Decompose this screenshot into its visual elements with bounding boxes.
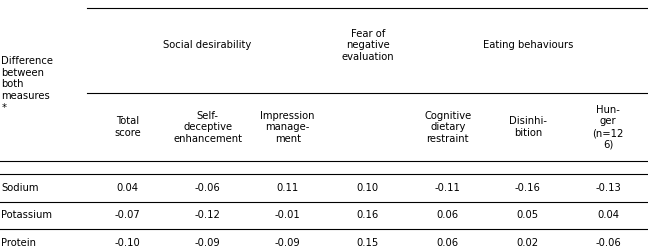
Text: Fear of
negative
evaluation: Fear of negative evaluation	[341, 29, 394, 62]
Text: -0.06: -0.06	[595, 238, 621, 248]
Text: Sodium: Sodium	[1, 183, 39, 193]
Text: 0.04: 0.04	[117, 183, 139, 193]
Text: Protein: Protein	[1, 238, 36, 248]
Text: 0.06: 0.06	[437, 210, 459, 220]
Text: 0.10: 0.10	[356, 183, 379, 193]
Text: 0.16: 0.16	[356, 210, 379, 220]
Text: Difference
between
both
measures
*: Difference between both measures *	[1, 56, 53, 113]
Text: Potassium: Potassium	[1, 210, 52, 220]
Text: Cognitive
dietary
restraint: Cognitive dietary restraint	[424, 111, 472, 144]
Text: -0.07: -0.07	[115, 210, 141, 220]
Text: -0.13: -0.13	[595, 183, 621, 193]
Text: 0.04: 0.04	[597, 210, 619, 220]
Text: Disinhi-
bition: Disinhi- bition	[509, 116, 547, 138]
Text: -0.12: -0.12	[194, 210, 220, 220]
Text: 0.06: 0.06	[437, 238, 459, 248]
Text: 0.05: 0.05	[517, 210, 539, 220]
Text: Self-
deceptive
enhancement: Self- deceptive enhancement	[173, 111, 242, 144]
Text: -0.09: -0.09	[275, 238, 301, 248]
Text: -0.06: -0.06	[194, 183, 220, 193]
Text: Eating behaviours: Eating behaviours	[483, 40, 573, 50]
Text: 0.11: 0.11	[277, 183, 299, 193]
Text: -0.11: -0.11	[435, 183, 461, 193]
Text: Total
score: Total score	[114, 116, 141, 138]
Text: -0.16: -0.16	[515, 183, 541, 193]
Text: -0.10: -0.10	[115, 238, 141, 248]
Text: Social desirability: Social desirability	[163, 40, 251, 50]
Text: Impression
manage-
ment: Impression manage- ment	[260, 111, 315, 144]
Text: 0.02: 0.02	[517, 238, 539, 248]
Text: -0.09: -0.09	[194, 238, 220, 248]
Text: Hun-
ger
(n=12
6): Hun- ger (n=12 6)	[592, 105, 623, 150]
Text: -0.01: -0.01	[275, 210, 301, 220]
Text: 0.15: 0.15	[356, 238, 379, 248]
